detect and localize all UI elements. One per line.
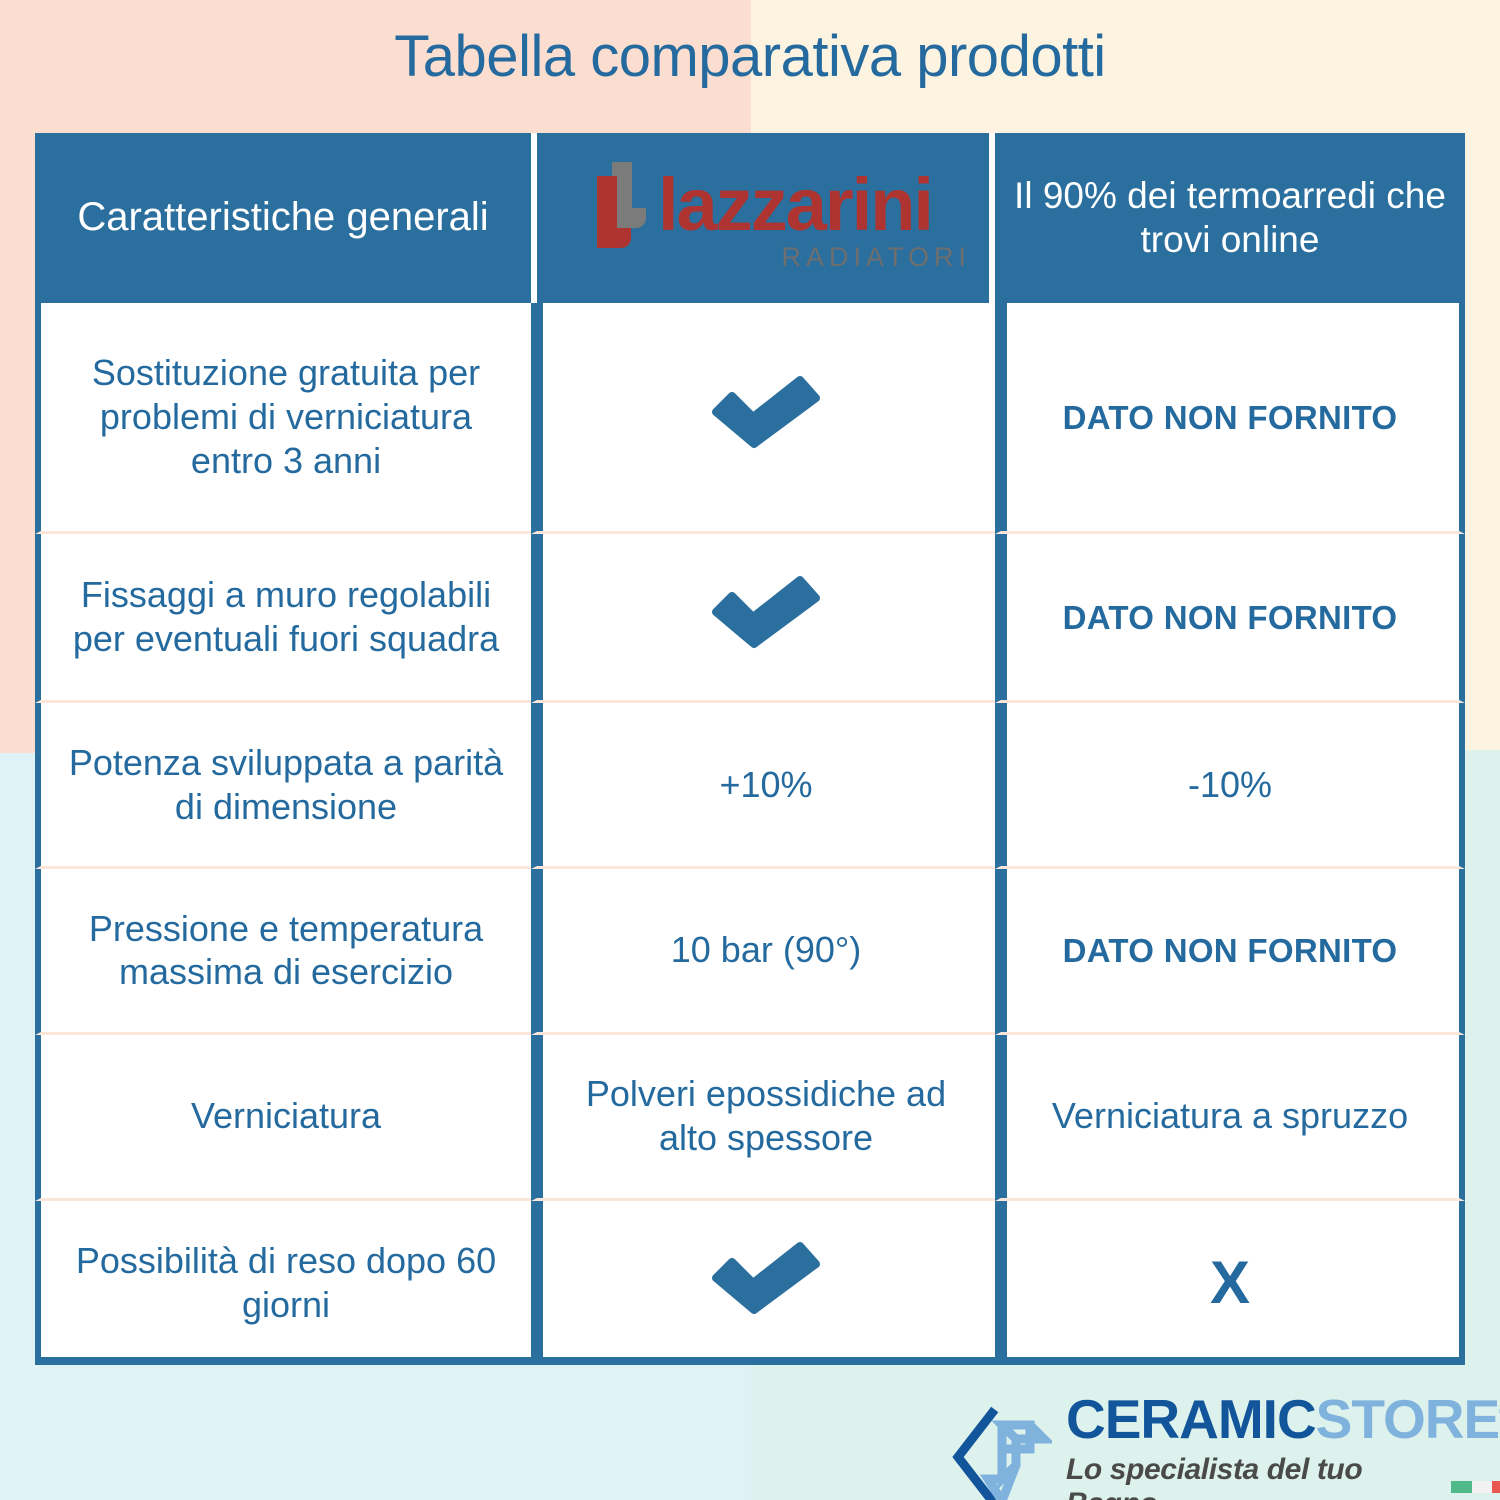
feature-cell: Verniciatura <box>35 1034 531 1201</box>
header-features: Caratteristiche generali <box>35 133 531 303</box>
competitor-cell: DATO NON FORNITO <box>995 869 1465 1035</box>
ceramicstore-logo: CERAMICSTORE® Lo specialista del tuo Bag… <box>948 1392 1500 1500</box>
table-header-row: Caratteristiche generali lazzarini RADIA… <box>35 133 1465 303</box>
lazzarini-logo-row: lazzarini <box>594 162 934 249</box>
competitor-cell: DATO NON FORNITO <box>995 303 1465 535</box>
feature-cell: Potenza sviluppata a parità di dimension… <box>35 703 531 870</box>
table-row: Possibilità di reso dopo 60 giorni X <box>35 1200 1465 1365</box>
lazzarini-mark-icon <box>594 162 650 249</box>
competitor-cell: X <box>995 1200 1465 1365</box>
feature-cell: Possibilità di reso dopo 60 giorni <box>35 1200 531 1365</box>
tagline: Lo specialista del tuo Bagno <box>1066 1453 1363 1500</box>
brand-cell: 10 bar (90°) <box>531 869 995 1035</box>
status-badge: DATO NON FORNITO <box>1062 932 1398 970</box>
ceramicstore-mark-icon <box>952 1406 1052 1500</box>
brand-cell <box>531 1200 995 1365</box>
competitor-cell: DATO NON FORNITO <box>995 534 1465 704</box>
header-competitor: Il 90% dei termoarredi che trovi online <box>995 133 1465 303</box>
status-badge: DATO NON FORNITO <box>1062 599 1398 637</box>
table-body: Sostituzione gratuita per problemi di ve… <box>35 303 1465 1365</box>
x-icon: X <box>1209 1248 1251 1316</box>
competitor-cell: -10% <box>995 703 1465 870</box>
table-row: Fissaggi a muro regolabili per eventuali… <box>35 534 1465 704</box>
header-brand-logo: lazzarini RADIATORI <box>531 133 995 303</box>
brand-cell: +10% <box>531 703 995 870</box>
ceramicstore-tagline-row: Lo specialista del tuo Bagno <box>1066 1453 1500 1500</box>
logo-name-dark: CERAMIC <box>1066 1388 1317 1450</box>
feature-cell: Fissaggi a muro regolabili per eventuali… <box>35 534 531 704</box>
lazzarini-wordmark: lazzarini <box>658 162 934 246</box>
ceramicstore-wordmark: CERAMICSTORE® <box>1066 1392 1500 1447</box>
ceramicstore-text: CERAMICSTORE® Lo specialista del tuo Bag… <box>1066 1392 1500 1500</box>
feature-cell: Pressione e temperatura massima di eserc… <box>35 869 531 1035</box>
table-row: Verniciatura Polveri epossidiche ad alto… <box>35 1034 1465 1201</box>
table-row: Pressione e temperatura massima di eserc… <box>35 869 1465 1035</box>
lazzarini-logo: lazzarini RADIATORI <box>551 139 975 297</box>
lazzarini-subtitle: RADIATORI <box>781 242 971 273</box>
page-title: Tabella comparativa prodotti <box>394 24 1106 89</box>
brand-cell <box>531 303 995 535</box>
feature-cell: Sostituzione gratuita per problemi di ve… <box>35 303 531 535</box>
table-bottom-border <box>35 1357 1465 1365</box>
italian-flag-icon <box>1451 1481 1500 1493</box>
logo-name-light: STORE <box>1315 1388 1500 1450</box>
brand-cell <box>531 534 995 704</box>
check-icon <box>712 1241 820 1314</box>
status-badge: DATO NON FORNITO <box>1062 399 1398 437</box>
table-row: Potenza sviluppata a parità di dimension… <box>35 703 1465 870</box>
check-icon <box>712 576 820 649</box>
check-icon <box>712 376 820 449</box>
comparison-table: Caratteristiche generali lazzarini RADIA… <box>35 133 1465 1365</box>
competitor-cell: Verniciatura a spruzzo <box>995 1034 1465 1201</box>
table-row: Sostituzione gratuita per problemi di ve… <box>35 303 1465 535</box>
brand-cell: Polveri epossidiche ad alto spessore <box>531 1034 995 1201</box>
